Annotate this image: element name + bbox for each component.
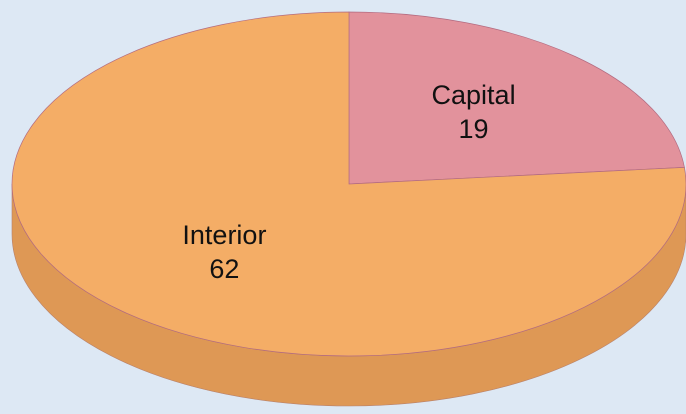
slice: [348, 11, 685, 185]
slice: [11, 11, 686, 357]
slice-value: 19: [459, 114, 489, 144]
slice-label: Capital: [432, 80, 516, 110]
slice-value: 62: [209, 254, 239, 284]
slice-label: Interior: [182, 220, 266, 250]
slice-side: [12, 184, 686, 406]
